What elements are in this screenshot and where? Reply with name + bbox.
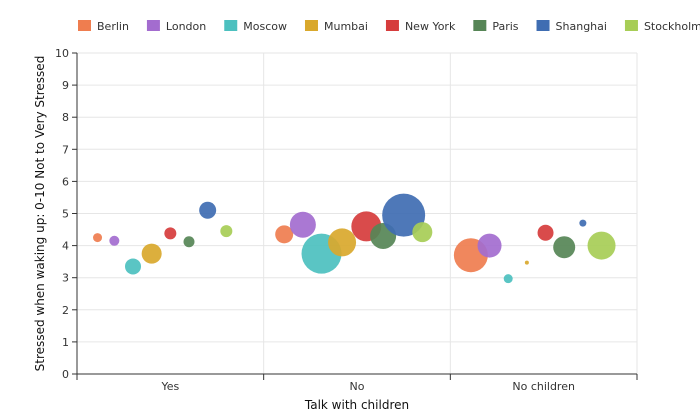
legend-label: New York (405, 20, 456, 33)
bubble-paris-yes[interactable] (183, 236, 195, 248)
bubble-moscow-yes[interactable] (125, 258, 141, 275)
y-tick-label: 0 (62, 368, 69, 381)
y-tick-label: 1 (62, 336, 69, 349)
legend-item-mumbai[interactable]: Mumbai (304, 20, 368, 33)
legend-swatch (304, 20, 318, 31)
bubble-mumbai-yes[interactable] (141, 243, 162, 264)
bubble-berlin-yes[interactable] (93, 233, 103, 243)
legend-swatch (624, 20, 638, 31)
bubble-berlin-no[interactable] (275, 225, 294, 244)
legend-label: London (166, 20, 206, 33)
x-tick-label-no: No (350, 380, 365, 393)
bubble-london-no[interactable] (289, 211, 316, 238)
bubble-stockholm-no[interactable] (412, 222, 433, 243)
legend-item-london[interactable]: London (146, 20, 206, 33)
y-tick-label: 6 (62, 175, 69, 188)
legend-label: Berlin (97, 20, 129, 33)
bubble-moscow-no-children[interactable] (503, 274, 513, 284)
axes: 0 1 2 3 4 5 6 7 8 9 10 Yes No No children (55, 47, 638, 393)
bubble-paris-no-children[interactable] (553, 236, 576, 259)
legend-swatch (473, 20, 487, 31)
bubble-shanghai-no-children[interactable] (579, 219, 587, 227)
legend-swatch (146, 20, 160, 31)
legend-swatch (78, 20, 91, 31)
legend-item-shanghai[interactable]: Shanghai (536, 20, 607, 33)
bubble-mumbai-no[interactable] (328, 228, 357, 257)
bubble-mumbai-no-children[interactable] (524, 260, 529, 265)
bubble-shanghai-no[interactable] (382, 193, 426, 237)
legend-item-stockholm[interactable]: Stockholm (624, 20, 700, 33)
legend-item-paris[interactable]: Paris (473, 20, 519, 33)
y-axis-title: Stressed when waking up: 0-10 Not to Ver… (33, 56, 47, 372)
legend-swatch (536, 20, 550, 31)
bubble-london-yes[interactable] (109, 235, 120, 246)
legend-label: Stockholm (644, 20, 700, 33)
y-tick-label: 4 (62, 240, 69, 253)
y-tick-label: 3 (62, 272, 69, 285)
legend-item-berlin[interactable]: Berlin (78, 20, 129, 33)
legend: Berlin London Moscow Mumbai New York Paris Sha… (78, 20, 700, 33)
legend-label: Paris (492, 20, 518, 33)
y-tick-label: 2 (62, 304, 69, 317)
bubble-new-york-yes[interactable] (164, 227, 177, 240)
bubble-london-no-children[interactable] (477, 233, 502, 258)
grid-lines (77, 52, 638, 374)
x-tick-label-yes: Yes (160, 380, 179, 393)
bubbles (93, 193, 616, 284)
y-tick-label: 10 (55, 47, 69, 60)
x-tick-label-no-children: No children (512, 380, 575, 393)
bubble-shanghai-yes[interactable] (199, 201, 217, 219)
legend-item-new-york[interactable]: New York (385, 20, 456, 33)
legend-label: Mumbai (324, 20, 368, 33)
legend-label: Shanghai (556, 20, 607, 33)
y-tick-label: 9 (62, 79, 69, 92)
legend-item-moscow[interactable]: Moscow (224, 20, 287, 33)
legend-swatch (224, 20, 238, 31)
bubble-stockholm-yes[interactable] (220, 225, 233, 238)
bubble-new-york-no-children[interactable] (537, 224, 554, 241)
y-tick-label: 7 (62, 143, 69, 156)
y-tick-label: 8 (62, 111, 69, 124)
y-tick-label: 5 (62, 208, 69, 221)
bubble-stockholm-no-children[interactable] (587, 231, 616, 260)
legend-swatch (385, 20, 399, 31)
x-axis-title: Talk with children (304, 398, 409, 412)
legend-label: Moscow (243, 20, 287, 33)
